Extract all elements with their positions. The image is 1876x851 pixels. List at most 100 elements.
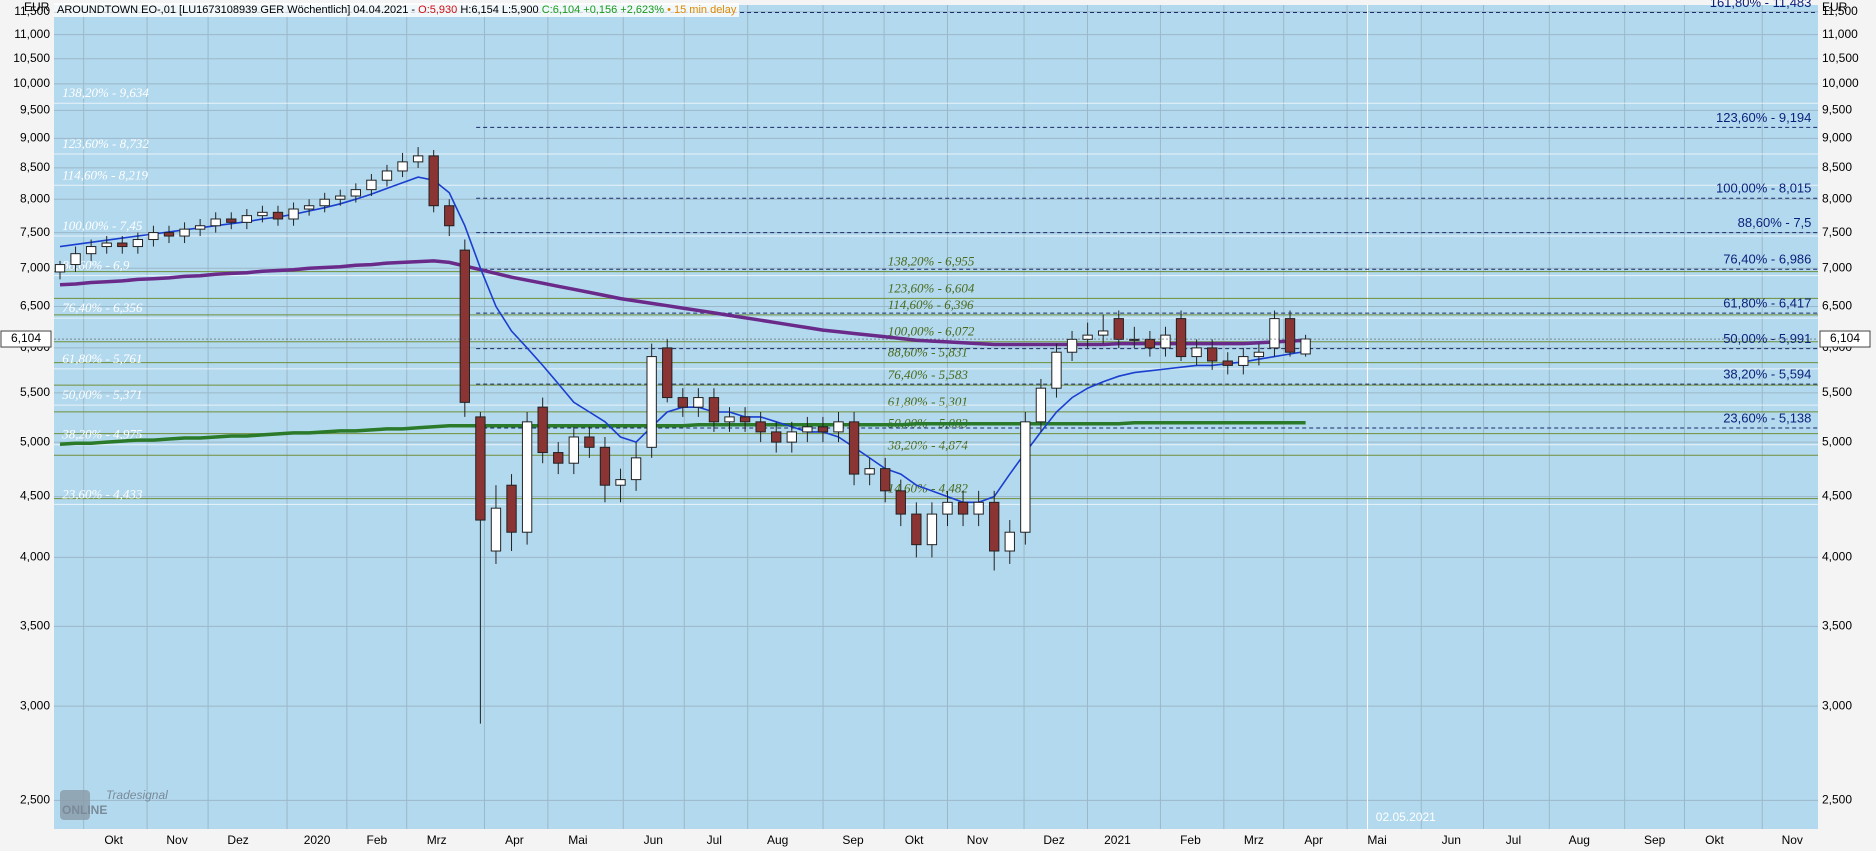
x-tick-label: Mrz xyxy=(427,833,447,847)
candle-body xyxy=(817,426,829,433)
x-tick-label: Mai xyxy=(568,833,587,847)
x-tick-label: Apr xyxy=(1304,833,1323,847)
x-tick-label: Sep xyxy=(842,833,864,847)
candle-body xyxy=(506,484,517,533)
x-tick-label: Okt xyxy=(104,833,123,847)
y-tick-label-right: 7,500 xyxy=(1822,225,1852,239)
candle-body xyxy=(226,218,237,223)
candle-body xyxy=(1284,318,1296,353)
x-tick-label: Dez xyxy=(227,833,248,847)
candle-body xyxy=(210,218,221,227)
fib-right-label: 23,60% - 5,138 xyxy=(1723,410,1811,425)
candle-body xyxy=(54,264,66,273)
y-tick-label: 11,500 xyxy=(14,4,50,18)
fib-left-label: 100,00% - 7,45 xyxy=(62,218,143,233)
candle-body xyxy=(241,215,253,223)
candle-body xyxy=(1191,347,1202,358)
fib-mid-label: 76,40% - 5,583 xyxy=(888,367,969,382)
candle-body xyxy=(1269,318,1280,349)
header-open: O:5,930 xyxy=(418,4,458,16)
y-tick-label-right: 9,500 xyxy=(1822,103,1852,117)
y-tick-label-right: 4,500 xyxy=(1822,489,1852,503)
candle-body xyxy=(911,513,922,546)
y-tick-label-right: 8,500 xyxy=(1822,160,1852,174)
candle-body xyxy=(194,225,206,230)
y-tick-label-right: 9,000 xyxy=(1822,131,1852,145)
candle-body xyxy=(1066,338,1078,353)
candle-body xyxy=(521,421,533,533)
y-tick-label-right: 3,000 xyxy=(1822,698,1852,712)
y-tick-label-right: 7,000 xyxy=(1822,260,1852,274)
logo-box xyxy=(60,790,90,820)
candle-body xyxy=(335,195,346,200)
candle-body xyxy=(537,406,548,454)
x-tick-label: Okt xyxy=(905,833,924,847)
y-tick-label-right: 10,000 xyxy=(1822,76,1859,90)
candle-body xyxy=(755,421,766,433)
candle-body xyxy=(288,208,299,220)
fib-left-label: 76,40% - 6,356 xyxy=(62,300,143,315)
last-price-label: 6,104 xyxy=(11,331,41,345)
y-tick-label-right: 3,500 xyxy=(1822,619,1852,633)
x-tick-label: Jul xyxy=(707,833,722,847)
candle-body xyxy=(1004,531,1015,552)
candle-body xyxy=(1129,338,1140,341)
y-tick-label-right: 5,000 xyxy=(1822,434,1852,448)
candle-body xyxy=(833,421,844,433)
candle-body xyxy=(724,416,735,423)
candle-body xyxy=(989,501,1000,552)
fib-left-label: 38,20% - 4,975 xyxy=(61,427,143,442)
header: AROUNDTOWN EO-,01 [LU1673108939 GER Wöch… xyxy=(54,3,740,17)
candle-body xyxy=(1175,318,1187,358)
fib-right-label: 50,00% - 5,991 xyxy=(1723,331,1811,346)
fib-mid-label: 14,60% - 4,482 xyxy=(888,481,969,496)
candle-body xyxy=(1098,330,1109,336)
candle-body xyxy=(70,253,81,266)
fib-right-label: 123,60% - 9,194 xyxy=(1716,110,1811,125)
candle-body xyxy=(1207,347,1218,362)
x-tick-label: Jun xyxy=(644,833,663,847)
fib-left-label: 138,20% - 9,634 xyxy=(62,85,149,100)
ma-line xyxy=(59,421,1306,446)
candle-body xyxy=(1222,360,1233,366)
x-tick-label: Mai xyxy=(1367,833,1386,847)
marker-date: 02.05.2021 xyxy=(1376,810,1436,824)
plot-area xyxy=(54,5,1818,829)
candle-body xyxy=(132,239,144,248)
header-delay: • 15 min delay xyxy=(667,4,737,16)
y-tick-label: 9,500 xyxy=(20,103,50,117)
candle-body xyxy=(397,161,408,172)
candle-body xyxy=(117,242,128,248)
candle-body xyxy=(350,189,362,197)
fib-right-label: 161,80% - 11,483 xyxy=(1710,0,1812,10)
candle-body xyxy=(412,155,424,163)
candle-body xyxy=(490,507,502,552)
candle-body xyxy=(1160,334,1171,349)
candle-body xyxy=(786,431,797,443)
candle-body xyxy=(1020,421,1031,533)
x-tick-label: Apr xyxy=(505,833,524,847)
fib-left-label: 61,80% - 5,761 xyxy=(62,351,142,366)
y-tick-label-right: 10,500 xyxy=(1822,51,1859,65)
candle-body xyxy=(1300,338,1311,355)
y-tick-label: 10,000 xyxy=(13,76,50,90)
candle-body xyxy=(1035,387,1047,423)
y-tick-label: 4,000 xyxy=(20,550,50,564)
y-tick-label-right: 8,000 xyxy=(1822,191,1852,205)
y-tick-label-right: 6,500 xyxy=(1822,299,1852,313)
ma-line xyxy=(59,259,1306,347)
candle-body xyxy=(272,211,284,220)
header-hl: H:6,154 L:5,900 xyxy=(460,4,539,16)
candle-body xyxy=(1253,351,1265,358)
candle-body xyxy=(739,416,751,423)
candle-body xyxy=(1051,351,1062,389)
y-tick-label: 3,500 xyxy=(20,619,50,633)
fib-right-label: 100,00% - 8,015 xyxy=(1716,181,1811,196)
fib-right-label: 76,40% - 6,986 xyxy=(1723,252,1811,267)
candle-body xyxy=(584,436,595,448)
candle-body xyxy=(708,397,720,423)
candle-body xyxy=(957,501,969,515)
y-tick-label-right: 5,500 xyxy=(1822,385,1852,399)
candle-body xyxy=(366,179,377,191)
y-tick-label: 7,500 xyxy=(20,225,50,239)
